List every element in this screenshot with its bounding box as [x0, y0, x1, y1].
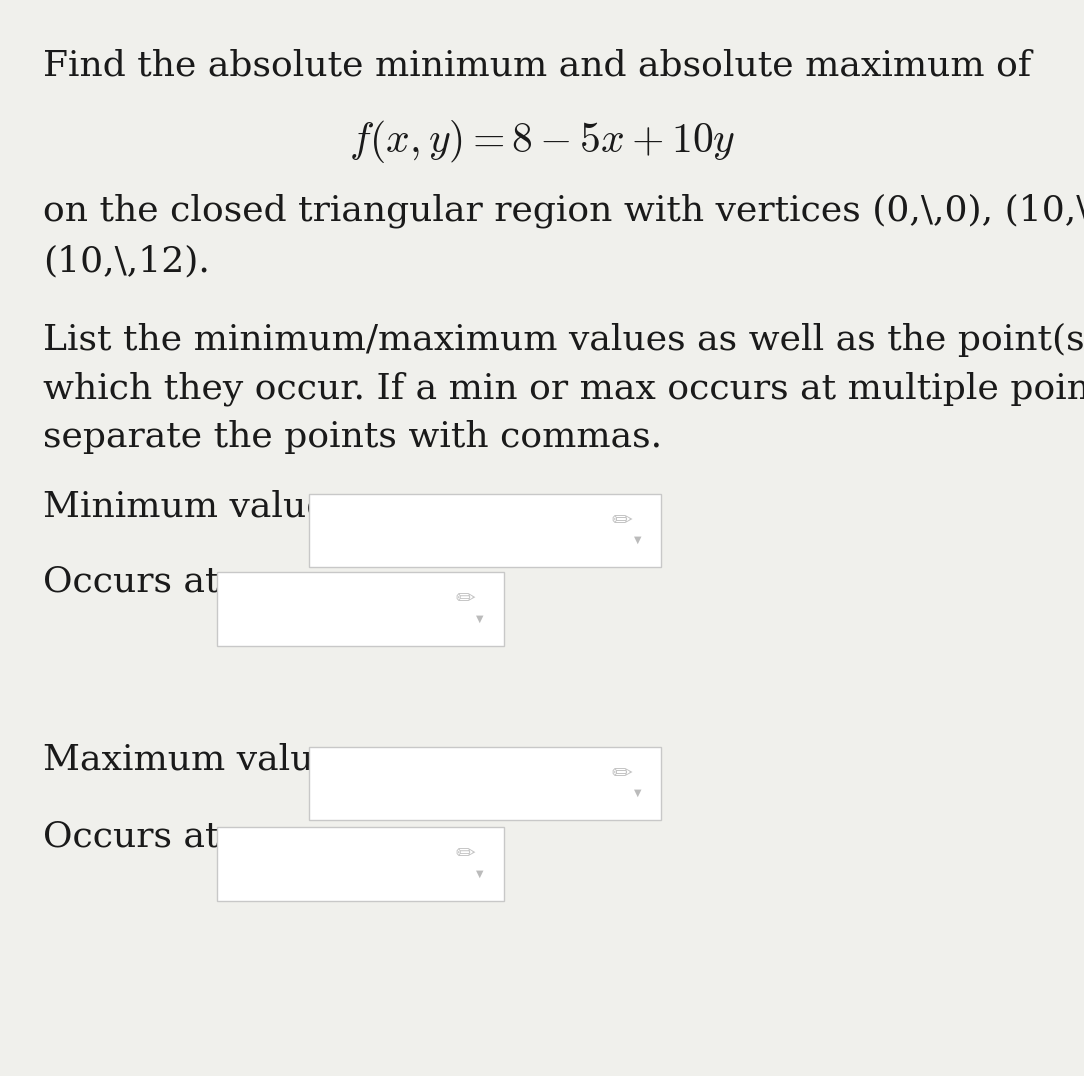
- Text: Minimum value:: Minimum value:: [43, 490, 340, 524]
- FancyBboxPatch shape: [217, 827, 504, 901]
- Text: ✏: ✏: [455, 843, 475, 866]
- FancyBboxPatch shape: [309, 747, 661, 820]
- Text: Occurs at: Occurs at: [43, 820, 220, 854]
- Text: List the minimum/maximum values as well as the point(s) at: List the minimum/maximum values as well …: [43, 323, 1084, 357]
- Text: $f(x, y) = 8 - 5x + 10y$: $f(x, y) = 8 - 5x + 10y$: [349, 118, 735, 166]
- Text: (10,\,12).: (10,\,12).: [43, 244, 210, 279]
- Text: ▼: ▼: [634, 535, 641, 546]
- Text: Find the absolute minimum and absolute maximum of: Find the absolute minimum and absolute m…: [43, 48, 1032, 83]
- Text: ▼: ▼: [477, 613, 483, 624]
- Text: ✏: ✏: [611, 762, 633, 785]
- Text: on the closed triangular region with vertices (0,\,0), (10,\,0) and: on the closed triangular region with ver…: [43, 194, 1084, 228]
- FancyBboxPatch shape: [217, 572, 504, 646]
- Text: which they occur. If a min or max occurs at multiple points: which they occur. If a min or max occurs…: [43, 371, 1084, 406]
- Text: ▼: ▼: [634, 788, 641, 798]
- Text: ✏: ✏: [455, 587, 475, 611]
- Text: separate the points with commas.: separate the points with commas.: [43, 420, 662, 454]
- Text: ✏: ✏: [611, 509, 633, 533]
- FancyBboxPatch shape: [309, 494, 661, 567]
- Text: Occurs at: Occurs at: [43, 565, 220, 599]
- Text: ▼: ▼: [477, 868, 483, 879]
- Text: Maximum value:: Maximum value:: [43, 742, 348, 777]
